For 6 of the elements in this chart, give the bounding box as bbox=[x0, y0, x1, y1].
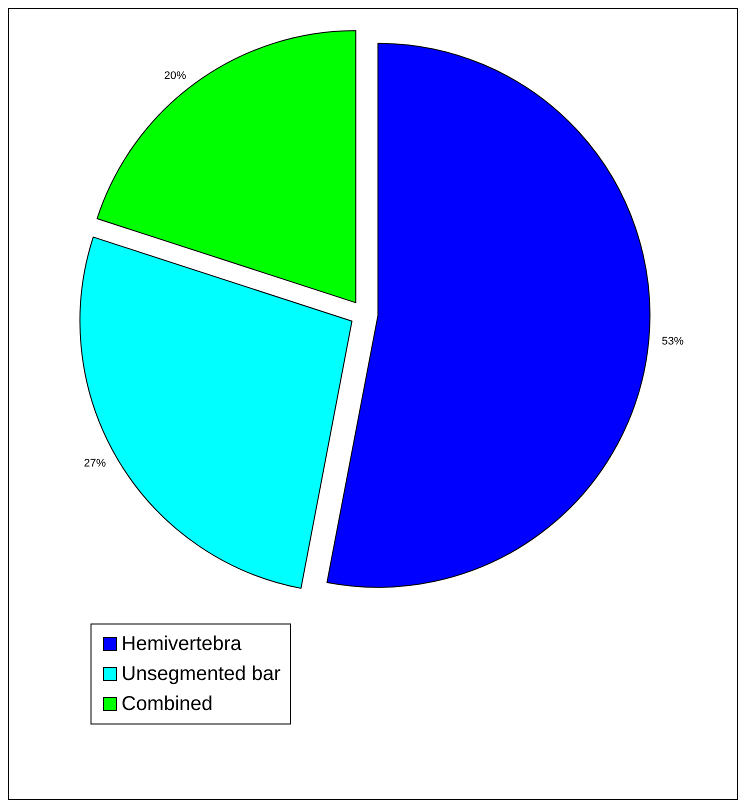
data-label: 20% bbox=[164, 70, 186, 82]
data-label: 27% bbox=[84, 458, 106, 470]
legend-label: Hemivertebra bbox=[122, 633, 242, 655]
data-label: 53% bbox=[662, 336, 684, 348]
legend-label: Unsegmented bar bbox=[122, 663, 281, 685]
legend-label: Combined bbox=[122, 693, 213, 715]
